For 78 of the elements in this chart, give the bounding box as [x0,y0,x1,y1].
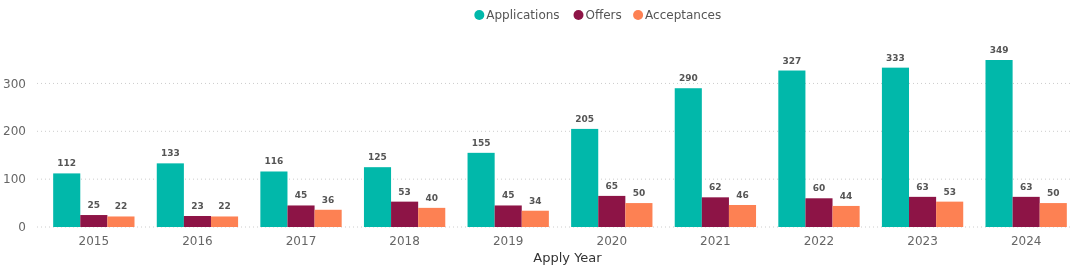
data-label: 60 [812,183,826,194]
data-label: 62 [709,182,722,193]
legend-label: Offers [585,8,622,22]
bar [80,215,108,227]
data-label: 65 [605,180,619,191]
data-label: 50 [632,188,646,199]
data-label: 327 [782,55,802,66]
bar [805,198,833,227]
data-label: 23 [191,200,204,211]
y-tick-label: 200 [3,124,26,139]
bar [156,163,184,227]
data-label: 44 [839,190,853,201]
bar [314,209,342,227]
bar [881,67,910,227]
data-label: 290 [678,73,698,84]
bar [53,173,81,227]
bar [985,60,1013,227]
data-label: 34 [529,195,542,206]
bar [467,152,495,227]
x-tick-label: 2021 [700,234,731,248]
bar [107,216,135,227]
bar [391,201,419,227]
x-tick-label: 2020 [596,234,628,248]
bar [260,171,288,227]
bar [909,196,937,227]
data-label: 22 [218,201,231,212]
bar [936,201,964,227]
data-label: 53 [943,186,956,197]
data-label: 205 [575,113,595,124]
x-tick-label: 2015 [78,234,110,248]
bar [363,167,392,227]
data-label: 133 [160,148,180,159]
data-label: 63 [1019,181,1033,192]
data-label: 63 [916,181,929,192]
x-axis-title: Apply Year [533,250,603,265]
data-label: 155 [471,137,491,148]
bar [571,128,599,227]
x-tick-label: 2017 [285,234,317,248]
data-label: 112 [57,158,77,169]
data-label: 53 [398,186,411,197]
data-label: 333 [886,52,905,63]
data-label: 45 [501,190,515,201]
bar [1012,196,1040,227]
data-label: 125 [368,152,387,163]
data-label: 25 [87,200,101,211]
data-label: 116 [264,156,284,167]
bar [728,204,757,227]
legend-label: Acceptances [645,8,722,22]
bar [701,197,729,227]
bar [418,207,446,227]
x-tick-label: 2019 [492,234,524,248]
y-tick-label: 100 [3,172,26,187]
bar [494,205,522,227]
x-tick-label: 2023 [907,234,938,248]
bar [625,203,653,227]
bar [1039,203,1067,227]
data-label: 40 [425,192,438,203]
x-tick-label: 2018 [389,234,420,248]
y-tick-label: 0 [18,220,26,235]
y-tick-label: 300 [3,76,26,91]
bar [674,88,702,227]
bar [521,210,549,227]
bar [832,205,860,227]
x-tick-label: 2024 [1010,234,1042,248]
data-label: 349 [989,45,1009,55]
data-label: 50 [1047,188,1060,199]
bar [287,205,315,227]
x-tick-label: 2022 [803,234,835,248]
x-tick-label: 2016 [182,234,213,248]
bar [778,70,806,227]
data-label: 45 [294,190,308,201]
legend-label: Applications [486,8,560,22]
bar [183,215,211,227]
bar [598,195,626,227]
data-label: 36 [321,194,335,205]
data-label: 46 [736,189,749,200]
bar [210,216,239,227]
data-label: 22 [114,201,128,212]
